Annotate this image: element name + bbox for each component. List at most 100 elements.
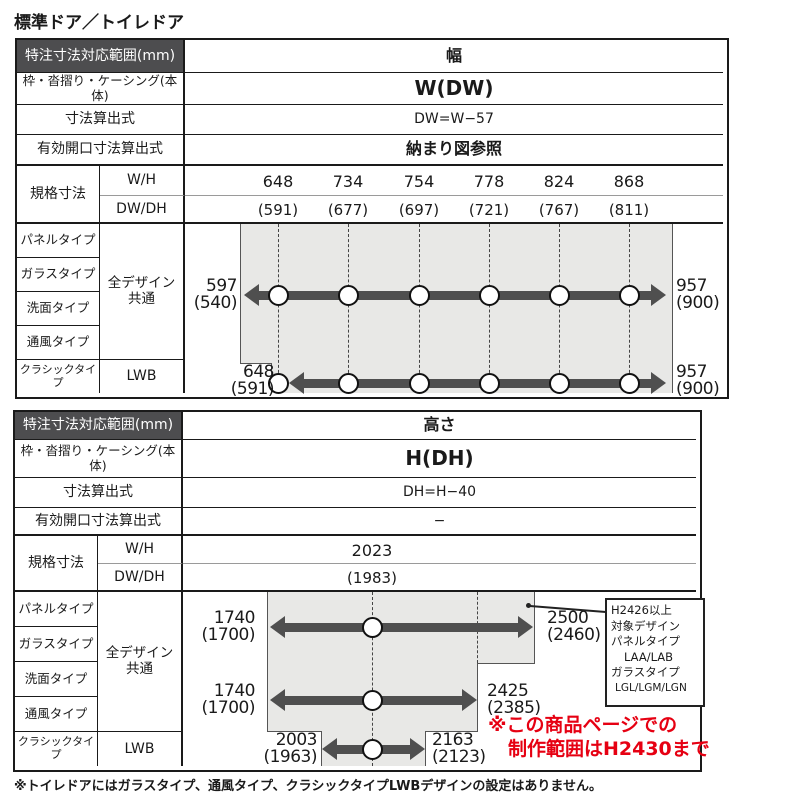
frame-label: 枠・沓摺り・ケーシング(本体) (15, 440, 183, 478)
type-row-vent: 通風タイプ (17, 326, 100, 360)
size-marker (362, 617, 383, 638)
dwdh-value: (591) (257, 201, 299, 219)
footnote: ※トイレドアにはガラスタイプ、通風タイプ、クラシックタイプLWBデザインの設定は… (14, 779, 602, 794)
shade-edge (425, 731, 478, 732)
production-note-line1: ※この商品ページでの (488, 714, 678, 736)
wh-values-row: 648 734 754 778 824 868 (185, 166, 723, 196)
dwdh-value: (721) (468, 201, 510, 219)
size-marker (409, 285, 430, 306)
range-min-label: 597 (540) (193, 276, 238, 313)
opening-label: 有効開口寸法算出式 (15, 508, 183, 536)
shade-edge (267, 731, 322, 732)
size-marker (268, 285, 289, 306)
arrowhead-left-icon (270, 689, 285, 711)
dwdh-value: (811) (608, 201, 650, 219)
type-row-vent: 通風タイプ (15, 697, 98, 732)
size-marker (479, 285, 500, 306)
wh-value: 868 (613, 172, 645, 191)
formula-label: 寸法算出式 (17, 105, 185, 135)
column-guide-line (489, 224, 490, 393)
size-marker (268, 373, 289, 394)
size-marker (362, 690, 383, 711)
dwdh-value: (677) (327, 201, 369, 219)
range-max-label: 2425 (2385) (487, 681, 541, 718)
column-guide-line (278, 224, 279, 393)
dwdh-values-row: (591) (677) (697) (721) (767) (811) (185, 196, 723, 224)
arrowhead-left-icon (289, 372, 304, 394)
size-marker (338, 373, 359, 394)
wh-label: W/H (100, 166, 185, 196)
arrowhead-right-icon (462, 689, 477, 711)
size-marker (549, 285, 570, 306)
range-arrow-a (270, 615, 533, 639)
arrowhead-right-icon (651, 284, 666, 306)
type-row-glass: ガラスタイプ (15, 627, 98, 662)
size-marker (362, 739, 383, 760)
column-guide-line (348, 224, 349, 393)
callout-dot (526, 603, 531, 608)
type-row-panel: パネルタイプ (15, 592, 98, 627)
page-title: 標準ドア／トイレドア (14, 13, 184, 33)
type-row-classic: クラシックタイプ (15, 732, 98, 766)
type-row-glass: ガラスタイプ (17, 258, 100, 292)
frame-label: 枠・沓摺り・ケーシング(本体) (17, 73, 185, 105)
arrowhead-left-icon (322, 738, 337, 760)
dwdh-value: (1983) (347, 569, 397, 587)
arrowhead-left-icon (244, 284, 259, 306)
range-min-label: 2003 (1963) (263, 730, 317, 767)
shade-edge (240, 363, 272, 364)
range-max-label: 2500 (2460) (547, 608, 601, 645)
shade-edge (267, 592, 268, 731)
column-guide-line (419, 224, 420, 393)
formula-label: 寸法算出式 (15, 478, 183, 508)
opening-value: − (183, 508, 696, 536)
opening-value: 納まり図参照 (185, 135, 723, 166)
arrowhead-right-icon (651, 372, 666, 394)
wh-value: 734 (332, 172, 364, 191)
size-marker (549, 373, 570, 394)
wh-value: 2023 (351, 541, 393, 560)
design-callout-box: H2426以上 対象デザイン パネルタイプ LAA/LAB ガラスタイプ LGL… (605, 598, 705, 707)
wh-value: 778 (473, 172, 505, 191)
dwdh-value: (767) (538, 201, 580, 219)
production-note-line2: 制作範囲はH2430まで (508, 738, 710, 760)
wh-value-row: 2023 (183, 536, 696, 564)
range-min-label: 1740 (1700) (201, 681, 255, 718)
wh-label: W/H (98, 536, 183, 564)
height-range-diagram: 1740 (1700) 2500 (2460) 1740 (1700) 2425… (183, 592, 710, 767)
width-range-value: 幅 (185, 40, 723, 73)
opening-label: 有効開口寸法算出式 (17, 135, 185, 166)
type-row-panel: パネルタイプ (17, 224, 100, 258)
arrowhead-right-icon (518, 616, 533, 638)
dwdh-value: (697) (398, 201, 440, 219)
dwdh-label: DW/DH (98, 564, 183, 592)
arrowhead-left-icon (270, 616, 285, 638)
wh-value: 824 (543, 172, 575, 191)
classic-design-cell: LWB (98, 732, 183, 766)
dwdh-label: DW/DH (100, 196, 185, 224)
column-guide-line (372, 592, 373, 766)
size-marker (338, 285, 359, 306)
width-range-header: 特注寸法対応範囲(mm) (17, 40, 185, 73)
common-design-cell: 全デザイン 共通 (98, 592, 183, 732)
standard-size-label: 規格寸法 (15, 536, 98, 592)
range-min-label: 1740 (1700) (201, 608, 255, 645)
column-guide-line (559, 224, 560, 393)
shade-edge (672, 224, 673, 393)
frame-value: W(DW) (185, 73, 723, 105)
standard-size-label: 規格寸法 (17, 166, 100, 224)
width-spec-table: 特注寸法対応範囲(mm) 幅 枠・沓摺り・ケーシング(本体) W(DW) 寸法算… (15, 38, 729, 399)
shade-edge (477, 663, 535, 664)
shade-edge (477, 663, 478, 731)
shade-edge (321, 731, 322, 766)
dwdh-value-row: (1983) (183, 564, 696, 592)
size-marker (619, 373, 640, 394)
formula-value: DH=H−40 (183, 478, 696, 508)
size-marker (479, 373, 500, 394)
height-range-value: 高さ (183, 412, 696, 440)
wh-value: 648 (262, 172, 294, 191)
range-arrow-classic (289, 371, 666, 395)
shade-edge (534, 592, 535, 663)
shade-edge (425, 731, 426, 766)
type-row-washroom: 洗面タイプ (15, 662, 98, 697)
